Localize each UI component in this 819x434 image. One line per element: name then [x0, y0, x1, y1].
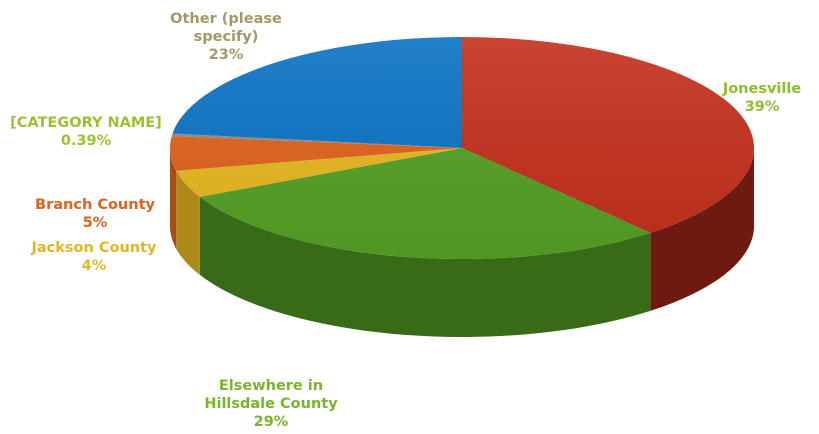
label-elsewhere-line2: Hillsdale County	[204, 396, 338, 412]
label-elsewhere-value: 29%	[253, 414, 289, 430]
label-branch-value: 5%	[82, 215, 108, 231]
label-jonesville: Jonesville 39%	[723, 80, 801, 116]
label-jackson-name: Jackson County	[31, 240, 157, 256]
label-other: Other (please specify) 23%	[170, 10, 282, 64]
label-category-name: [CATEGORY NAME] 0.39%	[10, 114, 162, 150]
label-other-line2: specify)	[193, 29, 259, 45]
pie-side-jackson-county	[176, 170, 200, 275]
label-jonesville-name: Jonesville	[722, 81, 802, 97]
label-branch-name: Branch County	[35, 197, 155, 213]
label-elsewhere-hillsdale: Elsewhere in Hillsdale County 29%	[204, 377, 337, 431]
label-other-value: 23%	[208, 47, 244, 63]
label-branch-county: Branch County 5%	[35, 196, 155, 232]
label-other-line1: Other (please	[170, 11, 282, 27]
pie-side-branch-county	[170, 148, 177, 249]
label-jackson-county: Jackson County 4%	[31, 239, 156, 275]
pie-side-walls	[170, 148, 754, 337]
pie-side-jonesville	[650, 148, 754, 311]
label-jackson-value: 4%	[81, 258, 107, 274]
pie-top-faces	[170, 37, 755, 259]
label-elsewhere-line1: Elsewhere in	[218, 378, 324, 394]
label-category-name-value: 0.39%	[60, 133, 112, 149]
pie-top-highlight	[170, 37, 754, 259]
label-category-name-name: [CATEGORY NAME]	[10, 115, 162, 131]
label-jonesville-value: 39%	[744, 99, 780, 115]
pie-side-elsewhere-in-hillsdale-county	[199, 196, 651, 337]
